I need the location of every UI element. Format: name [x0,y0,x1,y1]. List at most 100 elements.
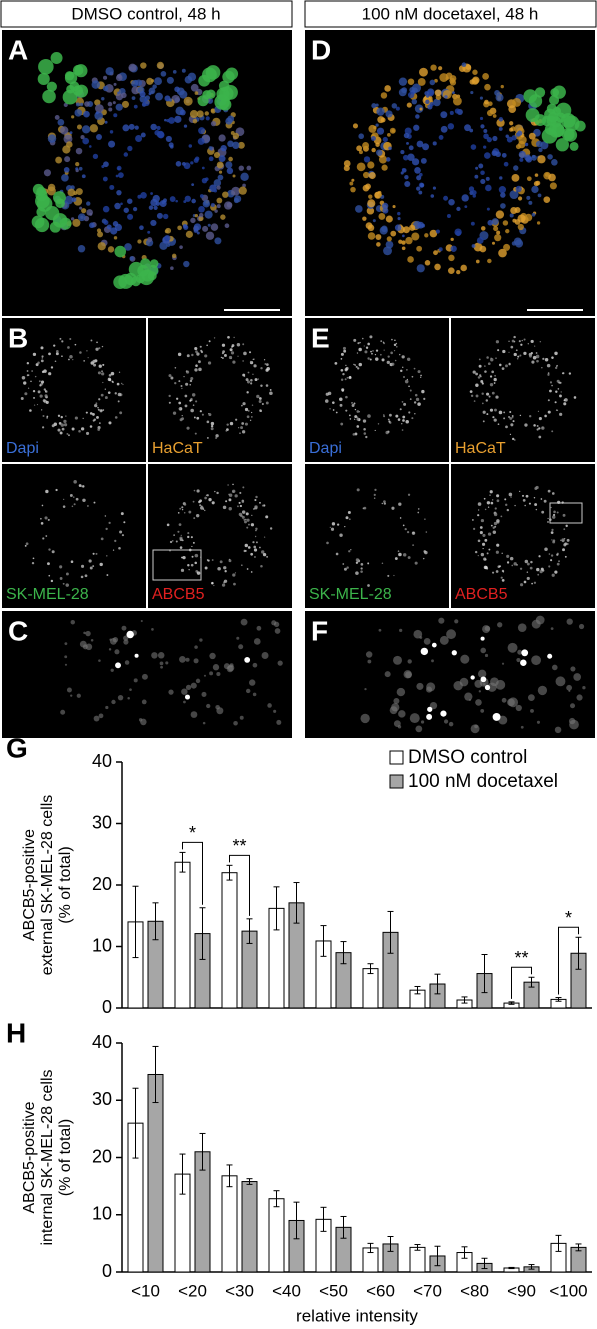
cell [351,178,355,182]
cell [55,488,58,492]
cell [493,418,497,422]
cell [407,78,415,85]
cell [494,90,500,96]
cell [560,391,562,393]
cell [205,65,221,80]
cell [71,197,77,203]
cell [141,699,147,705]
cell [367,199,376,208]
cell [398,239,403,244]
cell [506,508,510,512]
cell [356,488,360,492]
cell [194,561,198,565]
cell [65,583,69,587]
cell [98,713,104,719]
cell [79,640,87,648]
cell [473,527,476,530]
cell [246,391,249,394]
cell [367,584,370,587]
cell [71,115,75,119]
cell [90,638,94,642]
spot [484,684,491,691]
cell [401,355,405,359]
cell [63,102,68,108]
cell [406,530,410,534]
cell [92,153,99,160]
cell [247,371,250,374]
cell [498,565,502,568]
cell [182,555,186,560]
cell [573,673,582,681]
cell [547,399,550,402]
cell [534,503,538,506]
cell [350,549,352,551]
y-axis-title: external SK-MEL-28 cells [39,795,56,976]
cell [551,492,555,495]
cell [404,127,412,135]
cell [535,354,540,359]
cell [498,126,503,131]
cell [367,232,376,240]
cell [93,363,97,367]
cell [470,394,474,398]
cell [483,565,488,570]
cell [402,234,405,238]
cell [517,623,527,632]
x-tick-label: <80 [460,1281,489,1300]
cell [515,704,522,712]
cell [446,629,456,640]
cell [352,433,356,436]
cell [558,560,560,563]
cell [120,512,124,516]
error-bar [528,1264,535,1270]
cell [150,192,153,195]
cell [78,429,81,433]
cell [354,432,358,436]
spot [470,675,475,680]
cell [115,103,123,111]
cell [159,241,168,250]
cell [509,190,519,200]
cell [511,135,517,141]
cell [244,543,248,548]
cell [76,693,81,698]
cell [524,423,528,427]
cell [219,560,223,564]
cell [168,142,174,148]
cell [105,705,109,710]
cell [531,212,536,217]
cell [554,570,558,574]
cell [32,390,36,393]
cell [269,389,272,391]
cell [123,521,126,524]
cell [480,518,485,523]
cell [528,200,533,205]
cell [506,554,510,558]
cell [140,191,147,199]
channel-label: HaCaT [152,440,203,457]
cell [358,133,365,140]
cell [355,558,360,562]
y-axis-title: (% of total) [57,846,74,923]
cell [456,269,461,275]
cell [183,375,185,378]
cell [517,223,524,231]
cell [190,408,194,413]
cell [57,414,61,417]
cell [474,724,478,729]
cell [253,548,258,552]
cell [374,488,377,491]
cell [491,241,496,245]
cell [420,720,425,724]
cell [380,340,383,342]
cell [195,513,200,518]
cell [370,135,376,141]
cell [50,579,54,583]
cell [74,109,83,117]
cell [444,95,448,99]
cell [73,496,75,498]
cell [238,427,240,429]
cell [81,125,91,134]
cell [64,663,68,666]
cell [438,66,443,71]
